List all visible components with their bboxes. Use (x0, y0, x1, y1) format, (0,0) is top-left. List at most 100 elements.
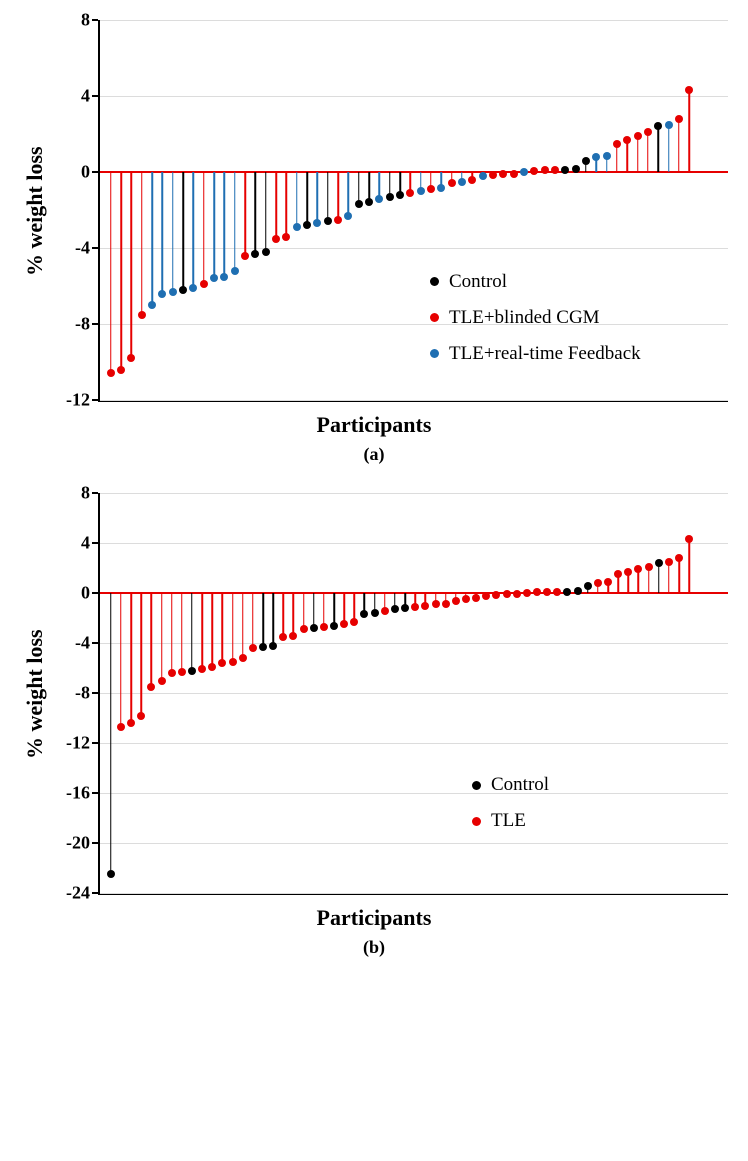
data-point (503, 590, 511, 598)
data-point (448, 179, 456, 187)
legend-label: TLE+real-time Feedback (449, 343, 641, 365)
data-point (624, 568, 632, 576)
zero-line (100, 171, 728, 173)
data-point (340, 620, 348, 628)
data-point (604, 578, 612, 586)
data-point (452, 597, 460, 605)
data-point (355, 200, 363, 208)
data-point (479, 172, 487, 180)
legend-label: Control (449, 271, 507, 293)
data-point (107, 870, 115, 878)
data-point (472, 594, 480, 602)
stem (286, 172, 288, 237)
data-point (313, 219, 321, 227)
data-point (553, 588, 561, 596)
stem (317, 172, 319, 223)
data-point (218, 659, 226, 667)
gridline (100, 400, 728, 401)
data-point (210, 274, 218, 282)
data-point (220, 273, 228, 281)
y-tick-label: -8 (75, 314, 90, 335)
stem (193, 172, 195, 288)
data-point (138, 311, 146, 319)
data-point (572, 165, 580, 173)
data-point (169, 288, 177, 296)
stem (658, 563, 660, 593)
panel-sublabel: (a) (20, 444, 728, 465)
stem (296, 172, 298, 227)
data-point (644, 128, 652, 136)
y-tick-label: 8 (81, 483, 90, 504)
y-tick-label: -24 (66, 883, 90, 904)
legend-item: Control (472, 774, 549, 796)
legend-marker (472, 781, 481, 790)
data-point (239, 654, 247, 662)
data-point (269, 642, 277, 650)
data-point (561, 166, 569, 174)
data-point (107, 369, 115, 377)
data-point (289, 632, 297, 640)
data-point (603, 152, 611, 160)
stem (120, 172, 122, 370)
data-point (634, 565, 642, 573)
stem (161, 593, 163, 681)
y-tick-label: 0 (81, 583, 90, 604)
data-point (168, 669, 176, 677)
legend: Control TLE+blinded CGM TLE+real-time Feed… (430, 271, 641, 379)
y-tick-label: 8 (81, 10, 90, 31)
stem (203, 172, 205, 284)
data-point (482, 592, 490, 600)
data-point (468, 176, 476, 184)
stem (303, 593, 305, 629)
stem (255, 172, 257, 254)
data-point (654, 122, 662, 130)
data-point (510, 170, 518, 178)
data-point (198, 665, 206, 673)
data-point (523, 589, 531, 597)
data-point (350, 618, 358, 626)
data-point (645, 563, 653, 571)
data-point (582, 157, 590, 165)
data-point (492, 591, 500, 599)
data-point (127, 719, 135, 727)
data-point (391, 605, 399, 613)
data-point (675, 554, 683, 562)
data-point (417, 187, 425, 195)
legend-item: TLE+blinded CGM (430, 307, 641, 329)
y-tick-label: -16 (66, 783, 90, 804)
data-point (231, 267, 239, 275)
gridline (100, 693, 728, 694)
data-point (584, 582, 592, 590)
stem (201, 593, 203, 669)
stem (151, 593, 153, 687)
x-axis-label: Participants (20, 412, 728, 438)
data-point (375, 195, 383, 203)
data-point (675, 115, 683, 123)
gridline (100, 643, 728, 644)
plot-area-b: ControlTLE (98, 493, 728, 895)
data-point (324, 217, 332, 225)
data-point (188, 667, 196, 675)
data-point (371, 609, 379, 617)
stem (110, 172, 112, 373)
stem (182, 172, 184, 290)
y-tick-label: -12 (66, 733, 90, 754)
panel-a: % weight loss -12-8-4048 ControlTLE+blin… (20, 20, 728, 465)
legend-marker (430, 349, 439, 358)
stem (306, 172, 308, 225)
legend-marker (472, 817, 481, 826)
data-point (613, 140, 621, 148)
data-point (432, 600, 440, 608)
data-point (282, 233, 290, 241)
data-point (137, 712, 145, 720)
data-point (411, 603, 419, 611)
stem (222, 593, 224, 663)
data-point (530, 167, 538, 175)
gridline (100, 743, 728, 744)
stem (657, 126, 659, 172)
data-point (437, 184, 445, 192)
data-point (148, 301, 156, 309)
data-point (685, 86, 693, 94)
data-point (634, 132, 642, 140)
x-axis-label: Participants (20, 905, 728, 931)
